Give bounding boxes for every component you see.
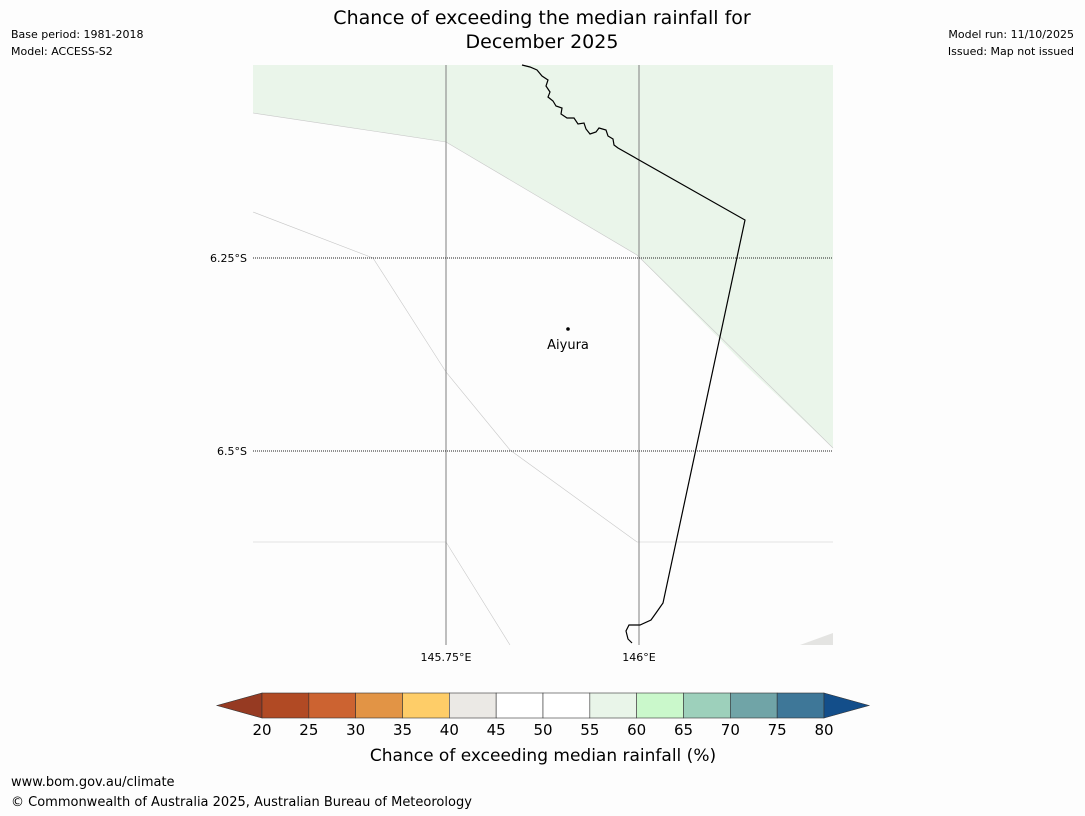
meridians: [445, 65, 640, 645]
colorbar-bin: [542, 692, 591, 719]
model-run-text: Model run: 11/10/2025: [948, 28, 1074, 41]
shaded-region: [253, 65, 833, 448]
colorbar-tick-label: 20: [252, 721, 271, 739]
colorbar-tick-label: 65: [674, 721, 693, 739]
parallels: [253, 257, 833, 452]
colorbar-bin: [449, 692, 497, 719]
boundary-line: [252, 211, 833, 543]
lat-label-6-25: 6.25°S: [210, 252, 247, 265]
meta-right: Model run: 11/10/2025 Issued: Map not is…: [948, 26, 1074, 60]
colorbar-tick-label: 80: [814, 721, 833, 739]
corner-shading: [800, 633, 833, 645]
colorbar-tick-label: 40: [440, 721, 459, 739]
colorbar-tick-label: 75: [768, 721, 787, 739]
colorbar-bin: [495, 692, 544, 719]
model-text: Model: ACCESS-S2: [11, 45, 113, 58]
colorbar-bin: [683, 692, 731, 719]
colorbar-bin: [308, 692, 356, 719]
footer-url: www.bom.gov.au/climate: [11, 775, 175, 790]
colorbar-bin: [776, 692, 825, 719]
colorbar-tick-label: 55: [580, 721, 599, 739]
base-period-text: Base period: 1981-2018: [11, 28, 144, 41]
title-line-1: Chance of exceeding the median rainfall …: [333, 7, 751, 29]
colorbar-tick-label: 25: [299, 721, 318, 739]
colorbar-tick-label: 70: [721, 721, 740, 739]
colorbar-bin: [589, 692, 637, 719]
colorbar-bin: [355, 692, 403, 719]
colorbar-tick-label: 35: [393, 721, 412, 739]
colorbar-bins: [261, 692, 825, 719]
colorbar-bin: [730, 692, 778, 719]
footer-copyright: © Commonwealth of Australia 2025, Austra…: [11, 795, 472, 810]
colorbar-under-arrow: [215, 692, 263, 719]
lon-label-145-75: 145.75°E: [421, 651, 472, 664]
colorbar-tick-label: 30: [346, 721, 365, 739]
boundary-line: [252, 112, 834, 449]
aiyura-label: Aiyura: [547, 338, 589, 353]
map-title: Chance of exceeding the median rainfall …: [242, 6, 842, 54]
colorbar: 20 25 30 35 40 45 50 55 60 65 70 75 80 Chance of exc…: [215, 692, 871, 766]
colorbar-title: Chance of exceeding median rainfall (%): [370, 746, 716, 766]
colorbar-bin: [636, 692, 684, 719]
colorbar-bin: [402, 692, 450, 719]
colorbar-tick-label: 50: [533, 721, 552, 739]
aiyura-marker: [566, 327, 570, 331]
colorbar-over-arrow: [823, 692, 871, 719]
issued-text: Issued: Map not issued: [947, 45, 1074, 58]
coastline: [521, 64, 746, 644]
lat-label-6-5: 6.5°S: [217, 445, 247, 458]
colorbar-bin: [261, 692, 310, 719]
colorbar-ticks: 20 25 30 35 40 45 50 55 60 65 70 75 80: [252, 721, 833, 739]
colorbar-tick-label: 45: [487, 721, 506, 739]
meta-left: Base period: 1981-2018 Model: ACCESS-S2: [11, 26, 143, 60]
lon-label-146: 146°E: [622, 651, 655, 664]
colorbar-tick-label: 60: [627, 721, 646, 739]
title-line-2: December 2025: [465, 31, 619, 53]
